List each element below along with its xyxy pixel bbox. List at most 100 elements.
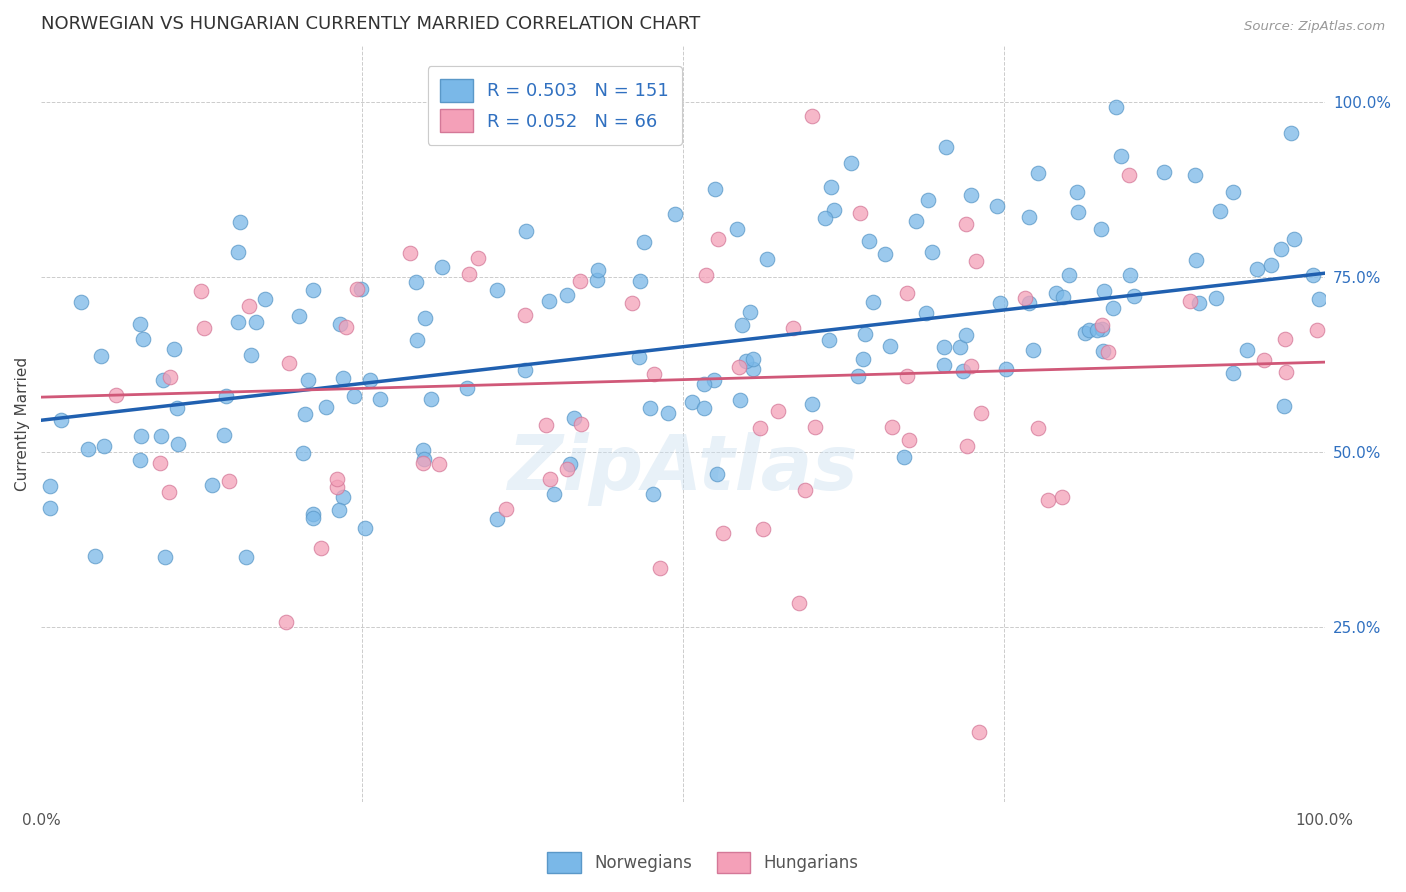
Point bbox=[1274, 332, 1296, 346]
Point bbox=[536, 418, 558, 433]
Point bbox=[1026, 166, 1049, 180]
Point bbox=[253, 292, 276, 306]
Point bbox=[1036, 493, 1059, 508]
Point bbox=[485, 283, 508, 297]
Point bbox=[1101, 301, 1123, 315]
Point bbox=[538, 472, 561, 486]
Point bbox=[1026, 421, 1049, 435]
Point bbox=[800, 109, 823, 123]
Point bbox=[1279, 126, 1302, 140]
Point bbox=[917, 194, 939, 208]
Point bbox=[228, 214, 250, 228]
Point bbox=[1097, 344, 1119, 359]
Point bbox=[1018, 296, 1040, 310]
Point bbox=[70, 295, 93, 310]
Point bbox=[664, 207, 686, 221]
Point bbox=[695, 268, 717, 283]
Point bbox=[896, 368, 918, 383]
Point bbox=[555, 462, 578, 476]
Point bbox=[707, 232, 730, 246]
Point bbox=[215, 389, 238, 403]
Point bbox=[621, 295, 644, 310]
Point bbox=[328, 503, 350, 517]
Point bbox=[354, 521, 377, 535]
Point bbox=[245, 315, 267, 329]
Point bbox=[1118, 168, 1140, 182]
Point bbox=[858, 234, 880, 248]
Point bbox=[898, 434, 921, 448]
Point bbox=[537, 294, 560, 309]
Point bbox=[287, 309, 309, 323]
Point bbox=[311, 541, 333, 556]
Point bbox=[1092, 285, 1115, 299]
Point bbox=[794, 483, 817, 497]
Point bbox=[804, 419, 827, 434]
Point bbox=[159, 369, 181, 384]
Point bbox=[585, 272, 607, 286]
Point bbox=[346, 282, 368, 296]
Point bbox=[1045, 285, 1067, 300]
Point bbox=[1074, 326, 1097, 340]
Point bbox=[853, 327, 876, 342]
Point bbox=[562, 411, 585, 425]
Point bbox=[456, 381, 478, 395]
Point bbox=[467, 251, 489, 265]
Point bbox=[368, 392, 391, 406]
Legend: R = 0.503   N = 151, R = 0.052   N = 66: R = 0.503 N = 151, R = 0.052 N = 66 bbox=[427, 66, 682, 145]
Point bbox=[90, 349, 112, 363]
Point bbox=[956, 439, 979, 453]
Point bbox=[1275, 365, 1298, 379]
Point bbox=[485, 512, 508, 526]
Point bbox=[728, 392, 751, 407]
Point bbox=[703, 373, 725, 387]
Point bbox=[77, 442, 100, 456]
Point bbox=[970, 406, 993, 420]
Point bbox=[935, 140, 957, 154]
Point bbox=[648, 560, 671, 574]
Point bbox=[1066, 185, 1088, 199]
Point bbox=[1122, 289, 1144, 303]
Point bbox=[814, 211, 837, 225]
Point bbox=[427, 457, 450, 471]
Point bbox=[157, 485, 180, 500]
Point bbox=[742, 351, 765, 366]
Point bbox=[643, 368, 665, 382]
Point bbox=[1067, 204, 1090, 219]
Point bbox=[332, 371, 354, 385]
Point bbox=[839, 156, 862, 170]
Point bbox=[640, 401, 662, 415]
Point bbox=[413, 310, 436, 325]
Point bbox=[201, 478, 224, 492]
Point bbox=[1270, 243, 1292, 257]
Point bbox=[1185, 252, 1208, 267]
Point bbox=[1222, 185, 1244, 199]
Point bbox=[1057, 268, 1080, 282]
Point bbox=[239, 348, 262, 362]
Point bbox=[627, 110, 650, 124]
Point bbox=[51, 413, 73, 427]
Point bbox=[1260, 258, 1282, 272]
Point bbox=[1091, 343, 1114, 358]
Point bbox=[820, 180, 842, 194]
Point bbox=[558, 457, 581, 471]
Point bbox=[862, 295, 884, 310]
Point bbox=[905, 214, 928, 228]
Point bbox=[297, 374, 319, 388]
Point bbox=[994, 361, 1017, 376]
Point bbox=[228, 245, 250, 260]
Point bbox=[627, 350, 650, 364]
Point bbox=[167, 437, 190, 451]
Point bbox=[193, 321, 215, 335]
Point bbox=[150, 429, 173, 443]
Point bbox=[782, 320, 804, 334]
Point bbox=[1018, 210, 1040, 224]
Point bbox=[588, 263, 610, 277]
Point bbox=[326, 472, 349, 486]
Point bbox=[326, 480, 349, 494]
Point bbox=[879, 339, 901, 353]
Point bbox=[988, 296, 1011, 310]
Point bbox=[882, 420, 904, 434]
Point bbox=[741, 362, 763, 376]
Point bbox=[703, 182, 725, 196]
Point bbox=[1284, 232, 1306, 246]
